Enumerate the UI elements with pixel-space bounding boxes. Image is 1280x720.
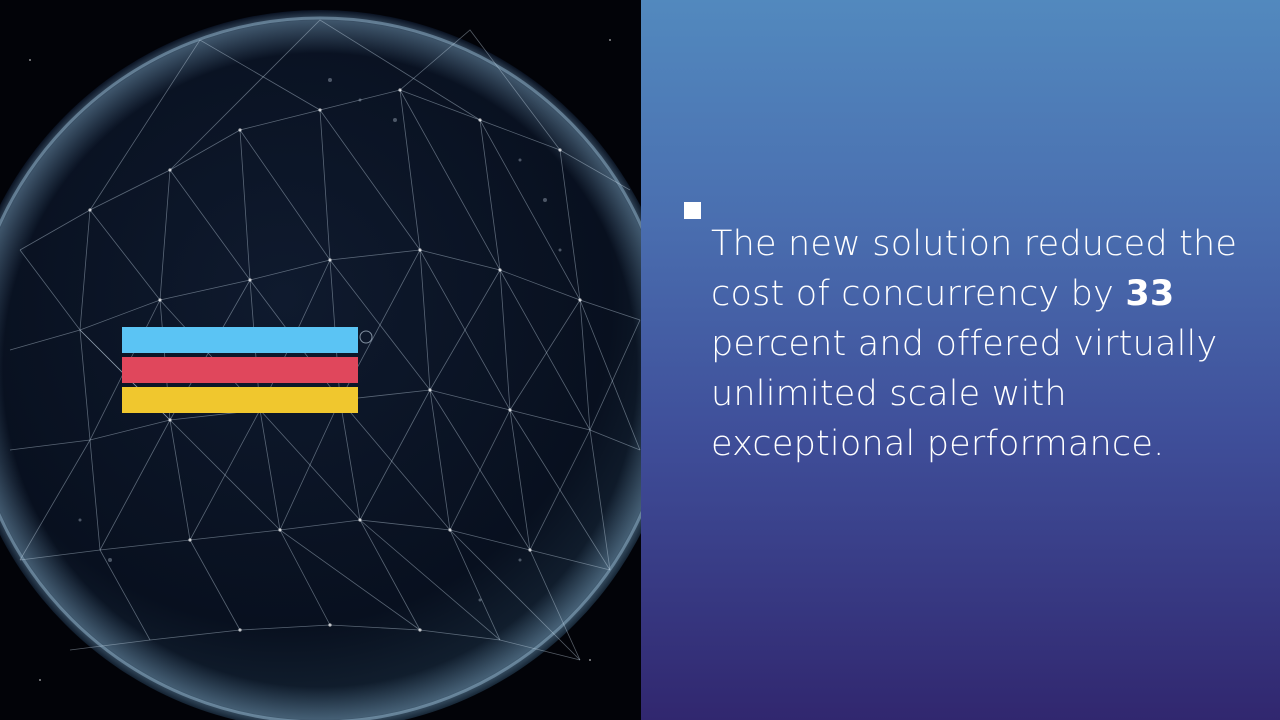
color-stripes-logo — [122, 327, 358, 415]
quote-figure: 33 — [1125, 274, 1175, 314]
globe-image-panel — [0, 10, 641, 720]
stripe-yellow — [122, 387, 358, 413]
quote-panel: The new solution reduced the cost of con… — [641, 0, 1280, 720]
stripe-red — [122, 357, 358, 383]
quote-text: The new solution reduced the cost of con… — [711, 219, 1251, 469]
square-bullet-icon — [684, 202, 701, 219]
stripe-blue — [122, 327, 358, 353]
quote-text-after-figure: percent and offered virtually unlimited … — [711, 324, 1218, 464]
quote-text-before-figure: The new solution reduced the cost of con… — [711, 224, 1238, 314]
